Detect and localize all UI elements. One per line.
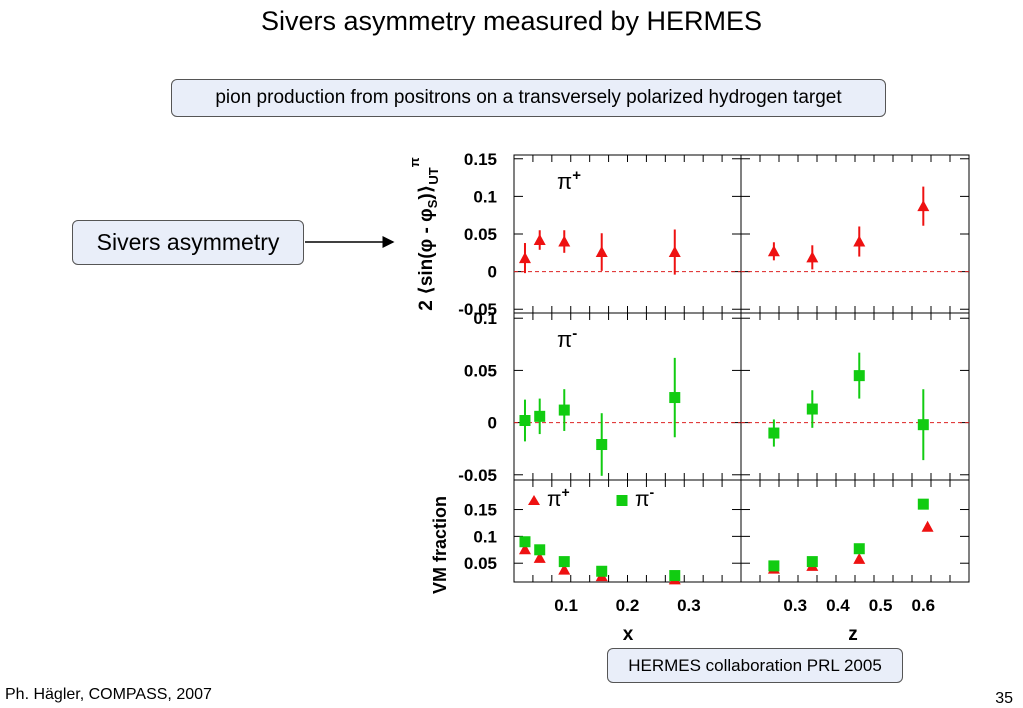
data-point-square [669,570,681,582]
data-point-triangle [668,246,681,258]
data-point-square [534,544,546,556]
panel-label: π+ [557,167,581,194]
data-point-triangle [917,200,930,212]
data-point-square [558,404,570,416]
x-tick-label: 0.6 [911,596,935,615]
data-point-square [853,543,865,555]
panel-frame [513,312,742,481]
data-point-triangle [533,551,546,563]
y-tick-label: 0.1 [473,527,497,546]
x-tick-label: 0.3 [677,596,701,615]
panel-frame [740,154,970,314]
legend-label-pi-minus: π- [635,484,655,511]
page-number: 35 [995,690,1013,707]
data-point-square [853,370,865,382]
y-tick-label: 0 [488,414,497,433]
data-point-square [596,439,608,451]
data-point-triangle [595,246,608,258]
y-tick-label: 0.1 [473,309,497,328]
y-axis-label-vm-text: VM fraction [430,496,450,594]
x-axis-label: x [623,624,634,645]
data-point-triangle [533,234,546,246]
reference-box: HERMES collaboration PRL 2005 [607,648,903,683]
data-point-triangle [806,251,819,263]
x-tick-label: 0.1 [554,596,578,615]
y-tick-label: 0.05 [464,225,497,244]
legend-marker-pi-minus [616,495,628,506]
x-axis-label: z [848,624,858,645]
data-point-triangle [853,235,866,247]
data-point-square [768,427,780,439]
data-point-square [534,410,546,422]
data-point-triangle [518,252,531,264]
y-tick-label: 0.1 [473,187,497,206]
footer-author: Ph. Hägler, COMPASS, 2007 [5,686,212,703]
data-point-square [519,536,531,548]
sivers-callout: Sivers asymmetry [72,220,304,265]
data-point-square [669,392,681,404]
data-point-triangle [518,543,531,555]
y-tick-label: 0.15 [464,501,497,520]
data-point-square [917,419,929,431]
y-axis-label-text: 2 ⟨sin(φ - φS)⟩UTπ [407,157,441,310]
slide-title: Sivers asymmetry measured by HERMES [260,6,763,36]
data-point-square [519,415,531,427]
data-point-triangle [558,563,571,575]
data-point-square [596,565,608,577]
y-tick-label: -0.05 [458,466,497,485]
data-point-square [806,403,818,415]
data-point-triangle [767,245,780,257]
x-tick-label: 0.4 [826,596,850,615]
y-tick-label: 0 [488,263,497,282]
y-tick-label: -0.05 [458,300,497,319]
y-axis-label-vm: VM fraction [430,496,450,594]
y-axis-label-asymmetry: 2 ⟨sin(φ - φS)⟩UTπ [407,157,441,310]
x-tick-label: 0.3 [783,596,807,615]
data-point-square [558,556,570,568]
data-point-triangle [558,235,571,247]
data-point-triangle [921,520,934,532]
legend-label-pi-plus: π+ [547,484,570,511]
legend-marker-pi-plus [528,495,540,505]
y-tick-label: 0.05 [464,554,497,573]
x-tick-label: 0.2 [616,596,640,615]
data-point-square [917,498,929,510]
subtitle-box: pion production from positrons on a tran… [171,79,886,117]
y-tick-label: 0.15 [464,150,497,169]
panel-frame [740,312,970,481]
data-point-square [768,560,780,572]
data-point-square [806,556,818,568]
y-tick-label: 0.05 [464,361,497,380]
data-point-triangle [853,552,866,564]
x-tick-label: 0.5 [869,596,893,615]
panel-frame [513,154,742,314]
plot-grid: 0.15 0.1 0.05 0 -0.05 π+ 0.1 0.05 0 -0.05 π- 0.15 0.… [407,150,970,645]
panel-label: π- [557,325,577,352]
